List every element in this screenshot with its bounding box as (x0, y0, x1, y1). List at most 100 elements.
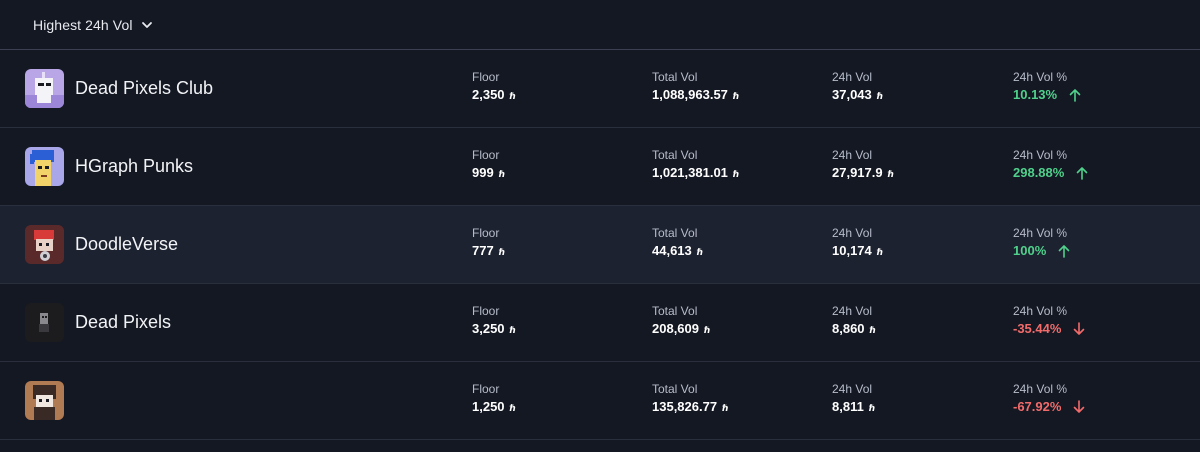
sort-dropdown-label: Highest 24h Vol (33, 17, 133, 33)
floor-value: 999 (472, 165, 494, 180)
vol-24h-value: 8,811 (832, 399, 864, 414)
vol-24h-stat: 24h Vol 10,174 ℏ (832, 226, 883, 259)
hbar-icon: ℏ (704, 325, 711, 335)
hbar-icon: ℏ (498, 247, 506, 257)
collection-name[interactable]: Dead Pixels (75, 312, 172, 332)
arrow-up-icon (1069, 89, 1081, 102)
floor-value: 2,350 (472, 87, 505, 102)
floor-label: Floor (472, 70, 500, 84)
hbar-icon: ℏ (509, 91, 516, 101)
vol-pct-stat: 24h Vol % 10.13% (1013, 70, 1081, 103)
collection-avatar (25, 225, 64, 264)
vol-24h-stat: 24h Vol 8,811 ℏ (832, 382, 875, 415)
collection-avatar (25, 303, 64, 342)
collection-row[interactable]: DoodleVerse Floor 777 ℏ Total Vol 44,613 ℏ… (0, 206, 1200, 284)
total-vol-stat: Total Vol 135,826.77 ℏ (652, 382, 729, 415)
vol-pct-value: 298.88% (1013, 165, 1065, 180)
vol-24h-value: 27,917.9 (832, 165, 883, 180)
collection-name[interactable]: DoodleVerse (75, 234, 179, 254)
total-vol-label: Total Vol (652, 148, 698, 162)
vol-24h-label: 24h Vol (832, 382, 873, 396)
floor-stat: Floor 999 ℏ (472, 148, 505, 181)
floor-stat: Floor 2,350 ℏ (472, 70, 516, 103)
collection-row[interactable]: Floor 1,250 ℏ Total Vol 135,826.77 ℏ 24h V… (0, 362, 1200, 440)
arrow-down-icon (1074, 400, 1085, 413)
vol-pct-stat: 24h Vol % 298.88% (1013, 148, 1088, 181)
total-vol-label: Total Vol (652, 304, 698, 318)
vol-24h-stat: 24h Vol 27,917.9 ℏ (832, 148, 894, 181)
total-vol-value: 135,826.77 (652, 399, 718, 414)
vol-pct-value: 100% (1013, 243, 1047, 258)
collection-row[interactable]: Dead Pixels Club Floor 2,350 ℏ Total Vol … (0, 50, 1200, 128)
floor-value: 3,250 (472, 321, 505, 336)
collection-name[interactable]: HGraph Punks (75, 156, 194, 176)
sort-dropdown[interactable]: Highest 24h Vol (33, 13, 153, 37)
vol-pct-value: -35.44% (1013, 321, 1062, 336)
floor-stat: Floor 1,250 ℏ (472, 382, 516, 415)
hbar-icon: ℏ (722, 403, 729, 413)
vol-pct-stat: 24h Vol % -67.92% (1013, 382, 1085, 415)
total-vol-label: Total Vol (652, 382, 698, 396)
arrow-down-icon (1074, 322, 1085, 335)
vol-pct-stat: 24h Vol % 100% (1013, 226, 1070, 259)
vol-24h-value: 37,043 (832, 87, 872, 102)
collection-avatar (25, 381, 64, 420)
vol-24h-value: 8,860 (832, 321, 865, 336)
floor-label: Floor (472, 304, 500, 318)
vol-pct-label: 24h Vol % (1013, 148, 1068, 162)
vol-24h-label: 24h Vol (832, 304, 873, 318)
vol-pct-label: 24h Vol % (1013, 70, 1068, 84)
hbar-icon: ℏ (509, 403, 516, 413)
hbar-icon: ℏ (732, 91, 740, 101)
hbar-icon: ℏ (868, 403, 876, 413)
collection-avatar (25, 69, 64, 108)
collection-row[interactable]: HGraph Punks Floor 999 ℏ Total Vol 1,021,… (0, 128, 1200, 206)
vol-pct-stat: 24h Vol % -35.44% (1013, 304, 1085, 337)
floor-stat: Floor 3,250 ℏ (472, 304, 516, 337)
total-vol-stat: Total Vol 44,613 ℏ (652, 226, 703, 259)
collection-avatar (25, 147, 64, 186)
floor-value: 777 (472, 243, 494, 258)
total-vol-stat: Total Vol 208,609 ℏ (652, 304, 710, 337)
hbar-icon: ℏ (498, 169, 506, 179)
total-vol-value: 208,609 (652, 321, 699, 336)
total-vol-value: 1,021,381.01 (652, 165, 728, 180)
collection-name[interactable]: Dead Pixels Club (75, 78, 214, 98)
total-vol-value: 1,088,963.57 (652, 87, 728, 102)
arrow-up-icon (1077, 167, 1088, 180)
hbar-icon: ℏ (509, 325, 516, 335)
total-vol-stat: Total Vol 1,088,963.57 ℏ (652, 70, 739, 103)
sort-header: Highest 24h Vol (0, 0, 1200, 50)
hbar-icon: ℏ (696, 247, 704, 257)
vol-pct-label: 24h Vol % (1013, 382, 1068, 396)
vol-24h-stat: 24h Vol 37,043 ℏ (832, 70, 883, 103)
collection-list: Dead Pixels Club Floor 2,350 ℏ Total Vol … (0, 50, 1200, 440)
vol-pct-value: -67.92% (1013, 399, 1062, 414)
floor-value: 1,250 (472, 399, 505, 414)
hbar-icon: ℏ (876, 247, 884, 257)
total-vol-stat: Total Vol 1,021,381.01 ℏ (652, 148, 739, 181)
floor-label: Floor (472, 148, 500, 162)
vol-pct-label: 24h Vol % (1013, 304, 1068, 318)
vol-24h-label: 24h Vol (832, 226, 873, 240)
total-vol-label: Total Vol (652, 70, 698, 84)
vol-24h-label: 24h Vol (832, 148, 873, 162)
floor-label: Floor (472, 226, 500, 240)
arrow-up-icon (1058, 245, 1070, 258)
hbar-icon: ℏ (732, 169, 740, 179)
vol-pct-value: 10.13% (1013, 87, 1058, 102)
chevron-down-icon (141, 22, 152, 28)
total-vol-label: Total Vol (652, 226, 698, 240)
hbar-icon: ℏ (876, 91, 884, 101)
hbar-icon: ℏ (887, 169, 895, 179)
vol-24h-stat: 24h Vol 8,860 ℏ (832, 304, 876, 337)
collection-row[interactable]: Dead Pixels Floor 3,250 ℏ Total Vol 208,6… (0, 284, 1200, 362)
floor-label: Floor (472, 382, 500, 396)
vol-pct-label: 24h Vol % (1013, 226, 1068, 240)
hbar-icon: ℏ (869, 325, 876, 335)
vol-24h-label: 24h Vol (832, 70, 873, 84)
floor-stat: Floor 777 ℏ (472, 226, 505, 259)
total-vol-value: 44,613 (652, 243, 692, 258)
vol-24h-value: 10,174 (832, 243, 872, 258)
